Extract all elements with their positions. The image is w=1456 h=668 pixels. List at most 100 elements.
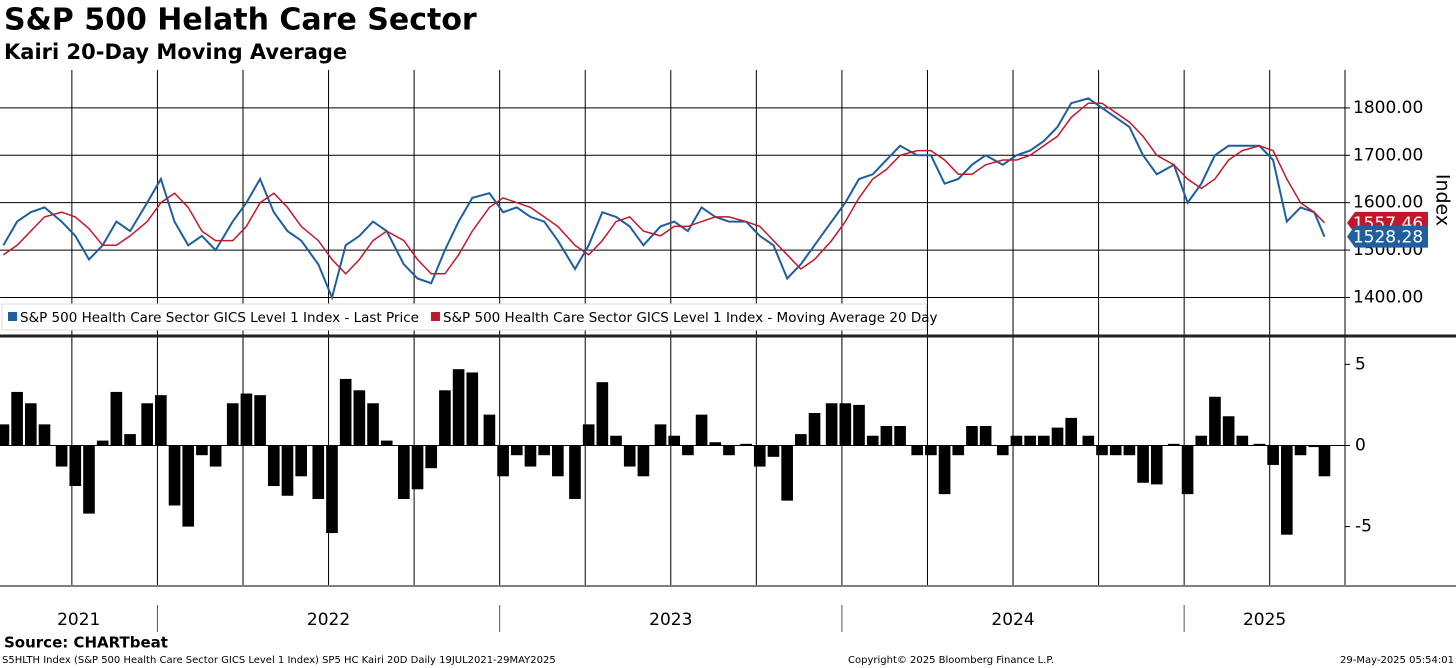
legend-swatch: [430, 312, 440, 321]
bar: [569, 445, 581, 500]
bar: [510, 445, 523, 456]
bar: [124, 434, 136, 446]
bar: [1281, 445, 1293, 535]
bar: [866, 435, 879, 446]
bar: [1024, 435, 1036, 446]
bar: [894, 425, 906, 446]
bar: [267, 445, 280, 487]
bar: [623, 445, 636, 467]
bar: [254, 395, 266, 446]
bar: [38, 424, 51, 446]
y-tick-label: 0: [1355, 435, 1366, 455]
bar: [925, 445, 937, 456]
bar: [1294, 445, 1307, 456]
bar: [839, 403, 852, 446]
bar: [538, 445, 550, 456]
bar: [209, 445, 222, 467]
bar: [952, 445, 965, 456]
bar: [24, 403, 37, 446]
bar: [398, 445, 410, 500]
bar: [695, 414, 708, 446]
bar: [1308, 445, 1321, 448]
bar: [825, 403, 838, 446]
footer-center: Copyright© 2025 Bloomberg Finance L.P.: [848, 655, 1054, 666]
bar: [110, 391, 123, 446]
bar: [380, 440, 393, 446]
bar: [637, 445, 650, 477]
y-tick-label: 1600.00: [1353, 193, 1423, 213]
legend-label: S&P 500 Health Care Sector GICS Level 1 …: [443, 310, 938, 326]
bar: [767, 445, 780, 457]
bar: [1168, 443, 1180, 446]
y-tick-label: -5: [1355, 517, 1372, 537]
bar: [69, 445, 82, 487]
bar: [552, 445, 564, 477]
bar: [996, 445, 1009, 456]
bar: [808, 413, 821, 446]
bar: [753, 445, 766, 467]
bar: [83, 445, 95, 514]
bar: [1253, 443, 1266, 446]
x-tick-label: 2024: [991, 610, 1034, 630]
bar: [411, 445, 424, 490]
y-tick-label: 1400.00: [1353, 287, 1423, 307]
bar: [466, 372, 479, 446]
y-tick-label: 1800.00: [1353, 98, 1423, 118]
legend-swatch: [8, 312, 17, 321]
bar: [55, 445, 68, 467]
bar: [1150, 445, 1163, 485]
bar: [1051, 427, 1064, 446]
bar: [155, 395, 167, 446]
line-series: [2, 97, 1326, 301]
bar: [795, 434, 807, 446]
bar: [96, 440, 109, 446]
bar: [141, 403, 153, 446]
bar: [182, 445, 195, 527]
bar: [1222, 416, 1235, 446]
chart-title: S&P 500 Helath Care Sector: [4, 3, 477, 38]
bar: [781, 445, 793, 501]
bar: [11, 391, 23, 446]
bar: [452, 369, 465, 446]
bar: [1082, 435, 1095, 446]
bar: [353, 390, 366, 446]
bar: [880, 425, 893, 446]
source: Source: CHARTbeat: [4, 634, 168, 652]
bar: [1137, 445, 1149, 483]
bar: [326, 445, 338, 534]
x-tick-label: 2021: [57, 610, 100, 630]
footer-left: S5HLTH Index (S&P 500 Health Care Sector…: [2, 655, 556, 666]
bar: [979, 425, 992, 446]
footer-right: 29-May-2025 05:54:01: [1340, 655, 1454, 666]
bar: [1096, 445, 1108, 456]
bar: [295, 445, 307, 477]
bar: [1010, 435, 1023, 446]
bar: [497, 445, 509, 477]
bar: [723, 445, 735, 456]
bar: [524, 445, 537, 467]
y-tick-label: 5: [1355, 354, 1366, 374]
legend-box: [1, 303, 927, 331]
bar: [582, 424, 595, 446]
bar: [654, 424, 667, 446]
bar: [1236, 435, 1249, 446]
bar: [439, 390, 451, 446]
value-tag-label: 1528.28: [1353, 228, 1423, 248]
bar: [1267, 445, 1279, 465]
y-axis-label: Index: [1432, 174, 1454, 226]
bar: [610, 435, 622, 446]
bar: [938, 445, 951, 495]
chart-subtitle: Kairi 20-Day Moving Average: [4, 40, 347, 64]
bar: [1195, 435, 1208, 446]
bar: [1109, 445, 1122, 456]
bar: [281, 445, 294, 496]
bar: [853, 404, 865, 446]
bar: [425, 445, 438, 469]
legend-label: S&P 500 Health Care Sector GICS Level 1 …: [20, 310, 419, 326]
bar: [1209, 396, 1221, 446]
bar: [312, 445, 325, 500]
bar: [1123, 445, 1136, 456]
bar: [596, 382, 609, 446]
